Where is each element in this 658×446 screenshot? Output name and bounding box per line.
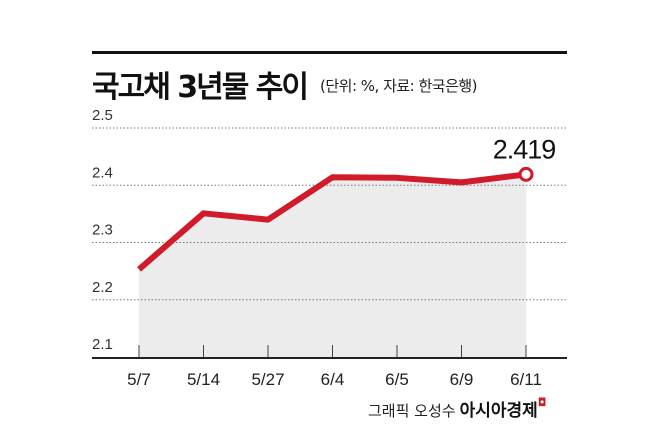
credit-author: 그래픽 오성수 (368, 402, 456, 420)
credit: 그래픽 오성수 아시아경제◘ (368, 396, 546, 421)
top-rule (92, 51, 567, 54)
x-tick-label: 6/9 (450, 370, 474, 389)
x-tick-label: 5/14 (187, 370, 220, 389)
y-tick-label: 2.4 (92, 164, 113, 181)
area-fill (139, 174, 526, 357)
chart-title: 국고채 3년물 추이 (92, 70, 309, 105)
y-tick-label: 2.2 (92, 279, 113, 296)
x-tick-label: 6/11 (510, 370, 542, 389)
data-label: 2.419 (493, 134, 556, 164)
x-tick-label: 5/27 (251, 370, 284, 389)
y-tick-label: 2.5 (92, 107, 113, 124)
y-tick-label: 2.1 (92, 336, 113, 353)
series-line (137, 171, 527, 272)
x-tick-label: 6/4 (321, 370, 345, 389)
last-point-marker (518, 166, 534, 182)
chart-subtitle: (단위: %, 자료: 한국은행) (320, 77, 478, 95)
brand-mark-icon: ◘ (537, 396, 547, 409)
x-tick-label: 6/5 (385, 370, 409, 389)
x-tick-label: 5/7 (127, 370, 151, 389)
brand-logo: 아시아경제 (459, 401, 538, 421)
y-tick-label: 2.3 (92, 222, 113, 239)
